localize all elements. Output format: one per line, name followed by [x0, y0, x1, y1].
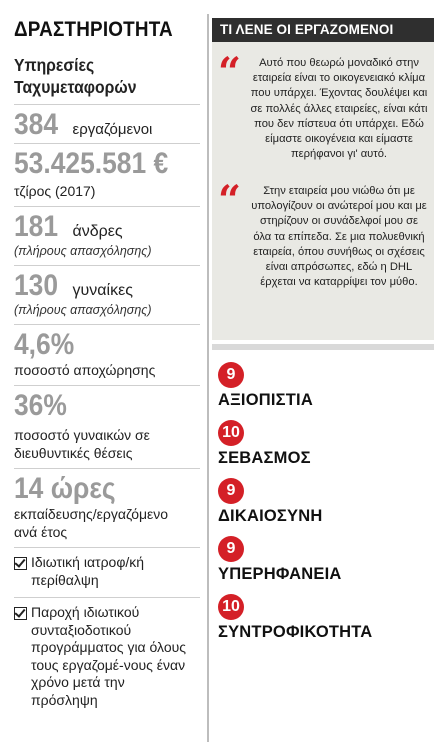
stat-turnover: 53.425.581 € τζίρος (2017): [14, 143, 200, 200]
stat-training: 14 ώρες εκπαίδευσης/εργαζόμενο ανά έτος: [14, 468, 200, 541]
score-badge: 9: [218, 478, 244, 504]
rating-item: 9 ΔΙΚΑΙΟΣΥΝΗ: [218, 478, 322, 526]
checkbox-icon: [14, 607, 27, 620]
rating-label: ΥΠΕΡΗΦΑΝΕΙΑ: [218, 565, 342, 583]
score-badge: 9: [218, 536, 244, 562]
stat-women-label: γυναίκες: [72, 282, 133, 299]
score-badge: 9: [218, 362, 244, 388]
stat-women-management-value: 36%: [14, 389, 67, 422]
employee-quotes-panel: ΤΙ ΛΕΝΕ ΟΙ ΕΡΓΑΖΟΜΕΝΟΙ “ Αυτό που θεωρώ …: [212, 18, 434, 340]
stat-employees: 384 εργαζόμενοι: [14, 104, 200, 141]
stat-training-value: 14 ώρες: [14, 472, 116, 505]
benefit-text: Ιδιωτική ιατροφ/κή περίθαλψη: [31, 554, 145, 588]
checkbox-icon: [14, 557, 27, 570]
stat-men-note: (πλήρους απασχόλησης): [14, 244, 152, 258]
quote-item: “ Στην εταιρεία μου νιώθω ότι με υπολογί…: [218, 177, 428, 290]
stat-men-label: άνδρες: [72, 223, 123, 240]
section-divider: [212, 344, 434, 350]
rating-item: 9 ΑΞΙΟΠΙΣΤΙΑ: [218, 362, 313, 410]
quote-text: Αυτό που θεωρώ μοναδικό στην εταιρεία εί…: [250, 57, 428, 161]
quote-mark-icon: “: [218, 177, 241, 224]
quote-text: Στην εταιρεία μου νιώθω ότι με υπολογίζο…: [251, 185, 427, 289]
rating-label: ΣΕΒΑΣΜΟΣ: [218, 449, 311, 467]
rating-label: ΔΙΚΑΙΟΣΥΝΗ: [218, 507, 323, 525]
rating-item: 10 ΣΕΒΑΣΜΟΣ: [218, 420, 311, 468]
stat-women: 130 γυναίκες (πλήρους απασχόλησης): [14, 265, 200, 318]
stat-women-management-label: ποσοστό γυναικών σε διευθυντικές θέσεις: [14, 427, 150, 461]
rating-label: ΣΥΝΤΡΟΦΙΚΟΤΗΤΑ: [218, 623, 373, 641]
stat-turnover-label: τζίρος (2017): [14, 183, 96, 199]
stat-training-label: εκπαίδευσης/εργαζόμενο ανά έτος: [14, 506, 169, 540]
quote-item: “ Αυτό που θεωρώ μοναδικό στην εταιρεία …: [218, 49, 428, 162]
benefit-item: Ιδιωτική ιατροφ/κή περίθαλψη: [14, 547, 200, 589]
stat-turnover-value: 53.425.581 €: [14, 147, 169, 180]
rating-label: ΑΞΙΟΠΙΣΤΙΑ: [218, 391, 313, 409]
stat-men: 181 άνδρες (πλήρους απασχόλησης): [14, 206, 200, 259]
stat-employees-label: εργαζόμενοι: [72, 121, 153, 138]
section-heading: ΔΡΑΣΤΗΡΙΟΤΗΤΑ: [14, 18, 173, 41]
quotes-title: ΤΙ ΛΕΝΕ ΟΙ ΕΡΓΑΖΟΜΕΝΟΙ: [212, 18, 434, 42]
rating-item: 10 ΣΥΝΤΡΟΦΙΚΟΤΗΤΑ: [218, 594, 372, 642]
benefit-item: Παροχή ιδιωτικού συνταξιοδοτικού προγράμ…: [14, 597, 200, 709]
benefit-text: Παροχή ιδιωτικού συνταξιοδοτικού προγράμ…: [31, 604, 187, 708]
column-divider: [207, 14, 209, 742]
score-badge: 10: [218, 594, 244, 620]
stat-women-note: (πλήρους απασχόλησης): [14, 303, 152, 317]
rating-item: 9 ΥΠΕΡΗΦΑΝΕΙΑ: [218, 536, 342, 584]
stat-women-value: 130: [14, 269, 59, 302]
company-facts: ΔΡΑΣΤΗΡΙΟΤΗΤΑ Υπηρεσίες Ταχυμεταφορών 38…: [14, 18, 200, 709]
stat-attrition: 4,6% ποσοστό αποχώρησης: [14, 324, 200, 379]
activity-text: Υπηρεσίες Ταχυμεταφορών: [14, 55, 137, 97]
stat-men-value: 181: [14, 210, 59, 243]
quote-mark-icon: “: [218, 49, 241, 96]
stat-attrition-value: 4,6%: [14, 328, 75, 361]
stat-attrition-label: ποσοστό αποχώρησης: [14, 362, 156, 378]
stat-women-management: 36% ποσοστό γυναικών σε διευθυντικές θέσ…: [14, 385, 200, 462]
stat-employees-value: 384: [14, 108, 59, 141]
score-badge: 10: [218, 420, 244, 446]
